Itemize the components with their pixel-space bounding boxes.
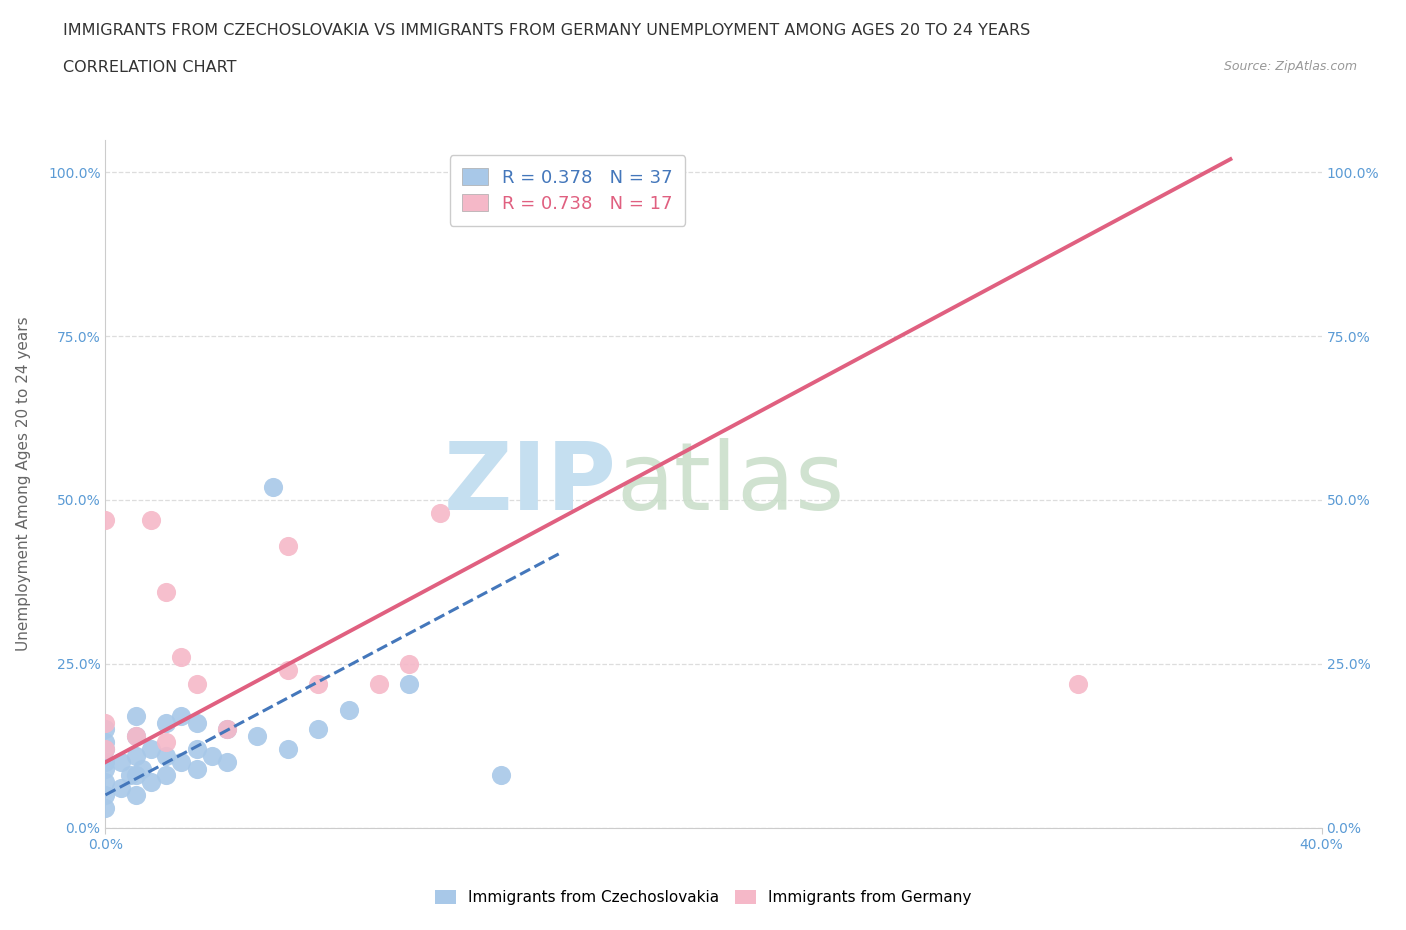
Point [155, 735, 177, 750]
Text: atlas: atlas [616, 438, 845, 529]
Point [94, 788, 117, 803]
Point [186, 741, 208, 756]
Point [277, 741, 299, 756]
Point [155, 584, 177, 599]
Point [94, 801, 117, 816]
Point [131, 762, 153, 777]
Text: IMMIGRANTS FROM CZECHOSLOVAKIA VS IMMIGRANTS FROM GERMANY UNEMPLOYMENT AMONG AGE: IMMIGRANTS FROM CZECHOSLOVAKIA VS IMMIGR… [63, 23, 1031, 38]
Point [94, 715, 117, 730]
Y-axis label: Unemployment Among Ages 20 to 24 years: Unemployment Among Ages 20 to 24 years [17, 316, 31, 651]
Point [170, 650, 193, 665]
Point [94, 762, 117, 777]
Point [429, 506, 451, 521]
Point [170, 709, 193, 724]
Point [155, 715, 177, 730]
Point [94, 512, 117, 527]
Point [307, 722, 329, 737]
Point [110, 781, 132, 796]
Point [139, 741, 162, 756]
Point [125, 709, 148, 724]
Point [246, 728, 269, 743]
Point [118, 768, 141, 783]
Point [368, 676, 391, 691]
Text: CORRELATION CHART: CORRELATION CHART [63, 60, 236, 75]
Point [94, 722, 117, 737]
Point [217, 755, 239, 770]
Point [307, 676, 329, 691]
Point [262, 480, 284, 495]
Point [94, 755, 117, 770]
Point [277, 663, 299, 678]
Point [94, 775, 117, 790]
Point [186, 676, 208, 691]
Legend: R = 0.378   N = 37, R = 0.738   N = 17: R = 0.378 N = 37, R = 0.738 N = 17 [450, 155, 685, 225]
Point [398, 676, 420, 691]
Point [398, 657, 420, 671]
Point [277, 538, 299, 553]
Point [170, 755, 193, 770]
Point [489, 768, 512, 783]
Point [125, 748, 148, 763]
Point [125, 788, 148, 803]
Point [186, 762, 208, 777]
Point [155, 748, 177, 763]
Point [94, 741, 117, 756]
Point [155, 768, 177, 783]
Point [217, 722, 239, 737]
Point [217, 722, 239, 737]
Point [94, 741, 117, 756]
Text: Source: ZipAtlas.com: Source: ZipAtlas.com [1223, 60, 1357, 73]
Text: ZIP: ZIP [443, 438, 616, 529]
Point [139, 512, 162, 527]
Point [94, 735, 117, 750]
Point [110, 755, 132, 770]
Point [186, 715, 208, 730]
Legend: Immigrants from Czechoslovakia, Immigrants from Germany: Immigrants from Czechoslovakia, Immigran… [429, 884, 977, 911]
Point [337, 702, 360, 717]
Point [201, 748, 224, 763]
Point [125, 728, 148, 743]
Point [1067, 676, 1090, 691]
Point [125, 728, 148, 743]
Point [125, 768, 148, 783]
Point [139, 775, 162, 790]
